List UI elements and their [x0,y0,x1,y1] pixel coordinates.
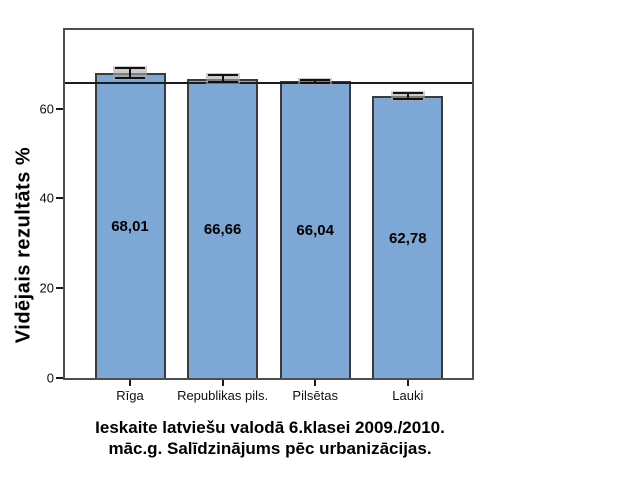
x-axis-label-1: Rīga [116,388,144,403]
y-tick-mark [56,377,63,379]
error-bar-cap-bottom [207,81,238,84]
x-tick-mark [129,380,131,386]
x-tick-mark [314,380,317,386]
bar-value-label: 66,66 [203,220,242,238]
x-tick-mark [221,380,224,386]
bar-value-label: 62,78 [389,229,427,247]
y-tick-label: 0 [46,370,54,386]
caption-line-1: Ieskaite latviešu valodā 6.klasei 2009./… [95,418,445,437]
reference-line [65,82,472,85]
x-tick-mark [406,380,409,386]
error-bar-cap-top [207,74,238,77]
plot-inner: 68,01 66,66 66,04 62,78 [65,30,472,378]
error-bar-cap-top [300,78,331,81]
chart-caption: Ieskaite latviešu valodā 6.klasei 2009./… [40,417,500,459]
y-tick-mark [56,107,63,110]
y-tick-label: 60 [39,101,54,117]
y-tick-label: 20 [39,280,54,296]
x-axis-label-3: Pilsētas [292,388,338,403]
bar-3: 66,04 [279,81,351,378]
error-bar-cap-bottom [392,97,423,100]
plot-area: 68,01 66,66 66,04 62,78 [63,28,474,380]
bar-value-label: 68,01 [111,217,149,235]
bar-2: 66,66 [187,78,259,378]
error-bar-cap-bottom [115,76,145,79]
y-tick-mark [56,287,63,290]
y-tick-mark [56,197,63,200]
bar-1: 68,01 [94,72,166,378]
x-axis-label-2: Republikas pils. [177,388,269,403]
error-bar-cap-top [392,92,423,95]
error-bar-stem [406,93,409,99]
error-bar-stem [221,75,224,83]
error-bar-cap-top [115,66,145,69]
y-tick-label: 40 [39,190,54,206]
caption-line-2: māc.g. Salīdzinājums pēc urbanizācijas. [108,439,432,458]
bar-4: 62,78 [372,96,444,378]
bar-value-label: 66,04 [296,222,334,240]
error-bar-stem [314,79,317,84]
error-bar-cap-bottom [300,82,331,85]
x-axis-label-4: Lauki [392,388,424,403]
error-bar-stem [129,67,131,78]
y-axis-title: Vidējais rezultāts % [12,146,35,344]
